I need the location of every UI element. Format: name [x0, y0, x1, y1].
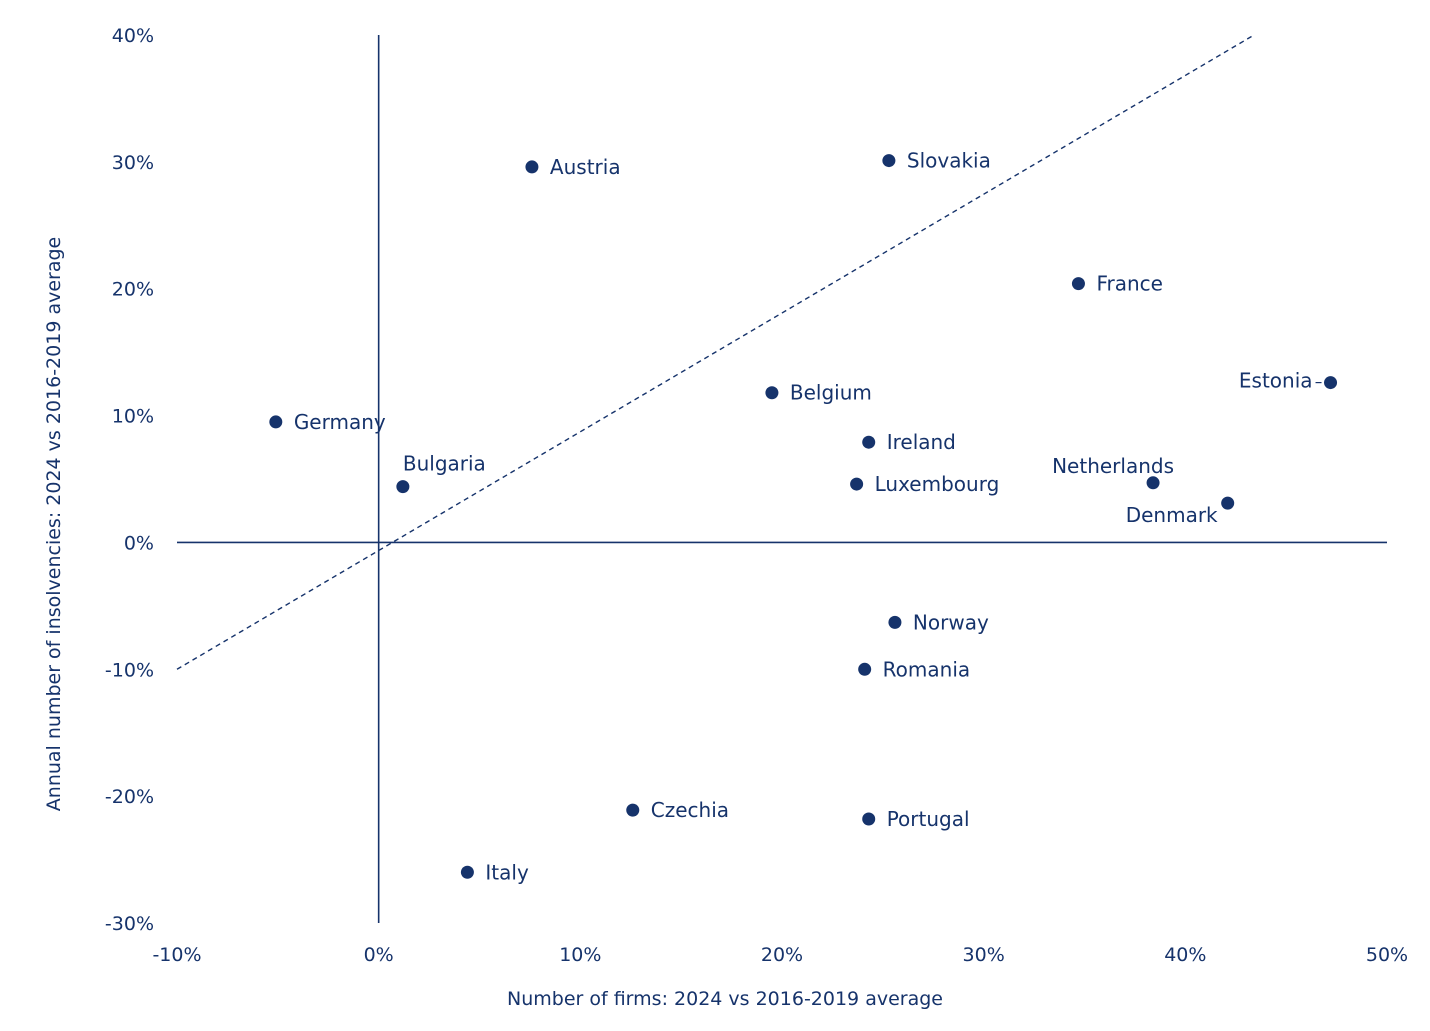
data-point: [858, 662, 872, 676]
point-label: Netherlands: [1052, 454, 1174, 478]
y-tick-label: -20%: [105, 786, 154, 808]
data-point: [525, 160, 539, 174]
point-label: Germany: [294, 410, 386, 434]
data-point: [850, 477, 864, 491]
y-tick-label: 0%: [124, 532, 154, 554]
x-tick-label: 40%: [1164, 944, 1206, 966]
reference-line-group: [176, 35, 1253, 670]
point-label: Czechia: [651, 798, 729, 822]
point-label: Romania: [883, 657, 970, 681]
y-tick-label: -30%: [105, 913, 154, 935]
point-label: France: [1096, 272, 1163, 296]
x-tick-label: -10%: [152, 944, 201, 966]
point-label: Italy: [485, 860, 529, 884]
y-tick-label: -10%: [105, 659, 154, 681]
point-label: Belgium: [790, 381, 872, 405]
axes: [177, 35, 1387, 923]
x-tick-label: 0%: [364, 944, 394, 966]
point-label: Luxembourg: [875, 472, 1000, 496]
x-tick-label: 30%: [963, 944, 1005, 966]
y-tick-label: 10%: [112, 406, 154, 428]
point-label: Austria: [550, 155, 621, 179]
data-point: [1324, 376, 1338, 390]
data-point: [882, 154, 896, 168]
reference-line: [176, 35, 1253, 670]
x-tick-label: 10%: [559, 944, 601, 966]
y-tick-label: 40%: [112, 25, 154, 47]
data-point: [1221, 496, 1235, 510]
y-tick-label: 30%: [112, 152, 154, 174]
point-label: Norway: [913, 610, 989, 634]
data-point: [765, 386, 779, 400]
point-label: Estonia: [1239, 369, 1313, 393]
tick-labels: -10% 0% 10% 20% 30% 40% 50% 40% 30% 20% 10% 0% -10% -…: [105, 25, 1408, 966]
y-axis-title: Annual number of insolvencies: 2024 vs 2…: [43, 237, 65, 811]
point-label: Denmark: [1126, 503, 1218, 527]
point-label: Bulgaria: [403, 452, 486, 476]
data-point: [396, 480, 410, 494]
x-axis-title: Number of firms: 2024 vs 2016-2019 avera…: [507, 988, 943, 1010]
point-label: Slovakia: [907, 149, 991, 173]
data-point: [1146, 476, 1160, 490]
data-point: [460, 865, 474, 879]
data-point: [269, 415, 283, 429]
data-point: [862, 812, 876, 826]
data-point: [1071, 277, 1085, 291]
point-label: Ireland: [887, 430, 956, 454]
y-tick-label: 20%: [112, 279, 154, 301]
data-point: [888, 615, 902, 629]
x-tick-label: 20%: [761, 944, 803, 966]
data-point: [626, 803, 640, 817]
x-tick-label: 50%: [1366, 944, 1408, 966]
data-point: [862, 435, 876, 449]
point-label: Portugal: [887, 807, 970, 831]
data-points: Austria Slovakia France Estonia Belgium Germa…: [269, 149, 1338, 884]
